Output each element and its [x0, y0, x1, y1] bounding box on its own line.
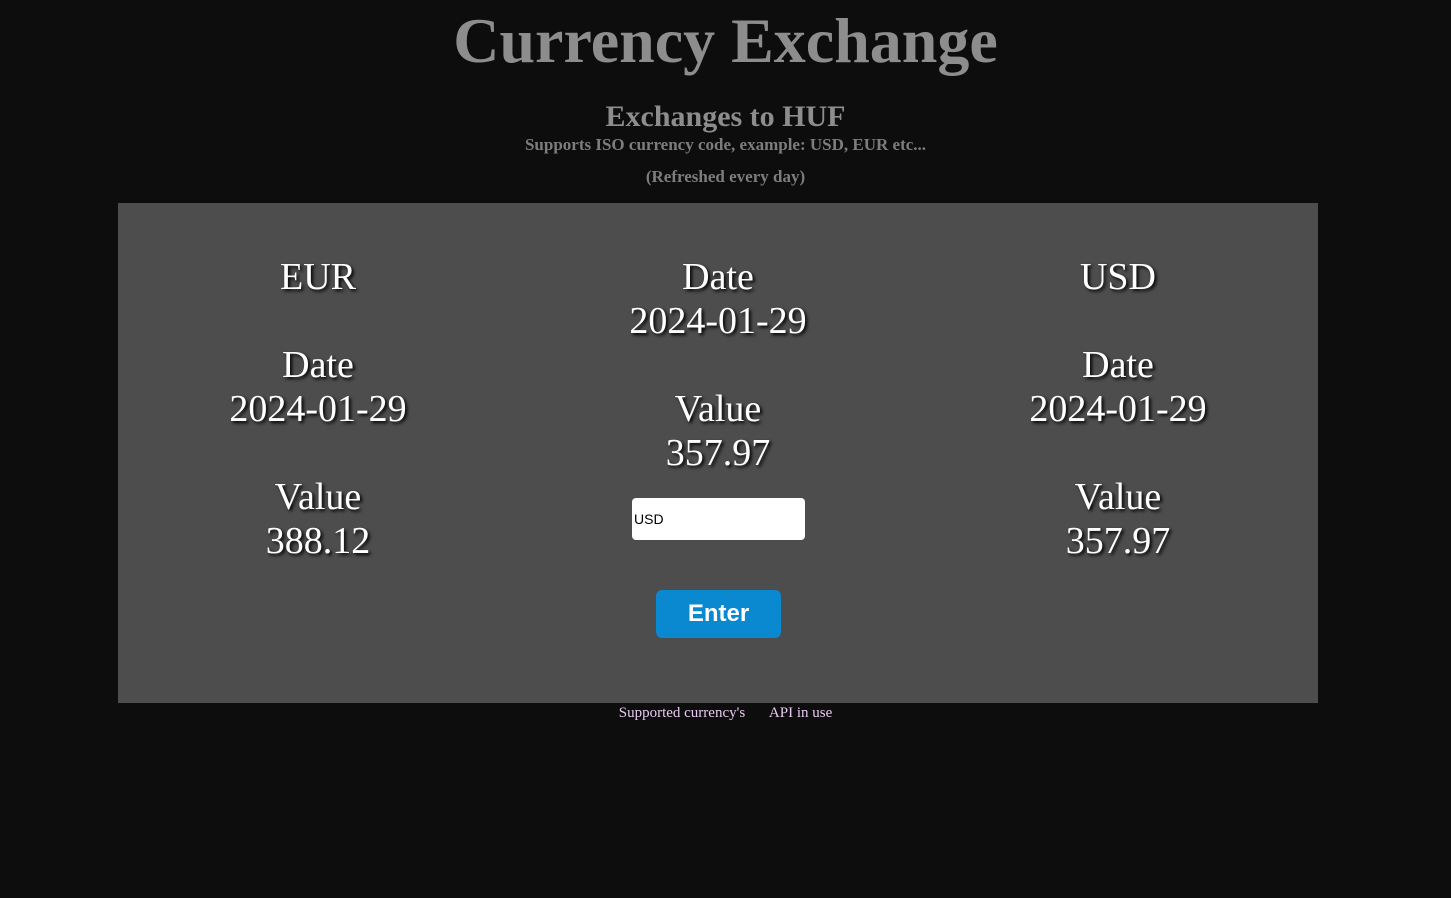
search-value-label: Value — [674, 388, 762, 430]
currency-code-input[interactable] — [632, 498, 805, 540]
support-text: Supports ISO currency code, example: USD… — [524, 135, 927, 154]
eur-value-label: Value — [274, 476, 362, 518]
usd-card: USD Date 2024-01-29 Value 357.97 — [918, 255, 1318, 563]
spacer — [918, 431, 1318, 475]
footer-links: Supported currency's API in use — [0, 703, 1451, 722]
spacer — [118, 299, 518, 343]
eur-date-label: Date — [282, 344, 354, 386]
search-date-label: Date — [682, 256, 754, 298]
usd-date-label: Date — [1082, 344, 1154, 386]
refresh-text: (Refreshed every day) — [645, 167, 806, 186]
api-in-use-link[interactable]: API in use — [768, 705, 833, 721]
supported-currencies-link[interactable]: Supported currency's — [618, 705, 746, 721]
search-date-value: 2024-01-29 — [629, 300, 807, 342]
spacer — [118, 431, 518, 475]
enter-button[interactable]: Enter — [656, 590, 781, 638]
search-card: Date 2024-01-29 Value 357.97 — [518, 255, 918, 475]
page-subtitle: Exchanges to HUF — [605, 100, 846, 133]
exchange-panel: EUR Date 2024-01-29 Value 388.12 Date 20… — [118, 203, 1318, 703]
spacer — [918, 299, 1318, 343]
page-title: Currency Exchange — [453, 5, 998, 76]
usd-value-label: Value — [1074, 476, 1162, 518]
usd-rate-value: 357.97 — [1065, 520, 1171, 562]
usd-currency-label: USD — [1079, 256, 1157, 298]
currency-input-wrapper — [632, 498, 805, 540]
eur-card: EUR Date 2024-01-29 Value 388.12 — [118, 255, 518, 563]
usd-date-value: 2024-01-29 — [1029, 388, 1207, 430]
spacer — [518, 343, 918, 387]
eur-rate-value: 388.12 — [265, 520, 371, 562]
page-header: Currency Exchange Exchanges to HUF Suppo… — [0, 0, 1451, 188]
search-rate-value: 357.97 — [665, 432, 771, 474]
eur-date-value: 2024-01-29 — [229, 388, 407, 430]
eur-currency-label: EUR — [280, 256, 356, 298]
